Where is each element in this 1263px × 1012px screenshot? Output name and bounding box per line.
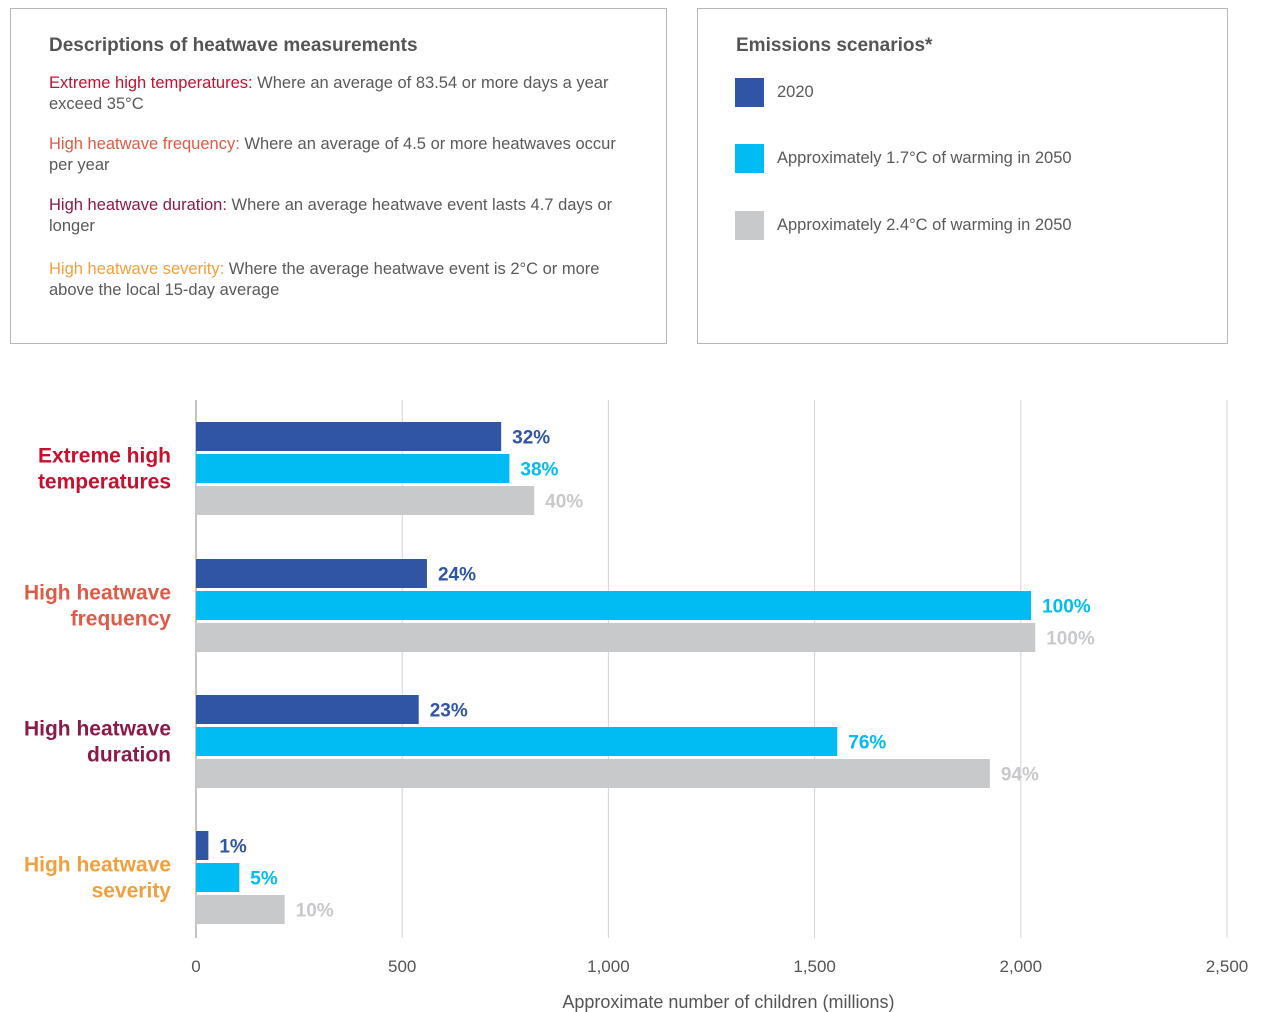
bar [196, 863, 240, 892]
bar [196, 486, 535, 515]
bar-chart: 0 500 1,000 1,500 2,000 2,500 Approximate numb… [24, 400, 1249, 1012]
x-tick-label: 1,000 [587, 957, 630, 976]
bar [196, 559, 427, 588]
description-high-heatwave-severity: High heatwave severity: Where the averag… [49, 259, 639, 301]
category-label: High heatwave [24, 854, 171, 877]
description-term: High heatwave frequency: [49, 135, 240, 153]
x-axis-title: Approximate number of children (millions… [562, 992, 894, 1012]
description-extreme-high-temperatures: Extreme high temperatures: Where an aver… [49, 73, 639, 115]
bar [196, 895, 285, 924]
bar-data-label: 100% [1046, 629, 1095, 650]
category-label: Extreme high [38, 445, 171, 468]
bar [196, 727, 838, 756]
x-tick-label: 2,500 [1206, 957, 1249, 976]
description-text: Where an average heatwave event lasts 4.… [49, 196, 613, 235]
bar-data-label: 24% [438, 565, 476, 586]
bar [196, 422, 502, 451]
category-label: duration [87, 744, 171, 767]
bar-data-label: 1% [219, 837, 247, 858]
description-term: High heatwave duration: [49, 196, 227, 214]
category-label: High heatwave [24, 582, 171, 605]
bar-data-label: 38% [520, 460, 558, 481]
description-text: Where an average of 83.54 or more days a… [49, 74, 609, 113]
bar-data-label: 5% [250, 869, 278, 890]
bar [196, 591, 1032, 620]
legend-swatch [735, 211, 764, 240]
description-text: Where the average heatwave event is 2°C … [49, 260, 600, 299]
bar [196, 695, 419, 724]
description-term: Extreme high temperatures: [49, 74, 253, 92]
descriptions-title: Descriptions of heatwave measurements [49, 35, 418, 56]
legend-label: Approximately 2.4°C of warming in 2050 [777, 216, 1072, 234]
description-text: Where an average of 4.5 or more heatwave… [49, 135, 616, 174]
bar-data-label: 10% [296, 901, 334, 922]
description-high-heatwave-duration: High heatwave duration: Where an average… [49, 195, 639, 237]
category-label: frequency [71, 608, 172, 631]
legend-title: Emissions scenarios* [736, 35, 933, 56]
bar [196, 831, 209, 860]
x-tick-label: 0 [191, 957, 200, 976]
bar-data-label: 76% [848, 733, 886, 754]
description-term: High heatwave severity: [49, 260, 225, 278]
bar-data-label: 40% [545, 492, 583, 513]
legend-swatch [735, 144, 764, 173]
bar-data-label: 94% [1001, 765, 1039, 786]
category-label: High heatwave [24, 718, 171, 741]
category-label: severity [92, 880, 172, 903]
x-tick-label: 1,500 [793, 957, 836, 976]
x-tick-label: 500 [388, 957, 416, 976]
legend-panel: Emissions scenarios* 2020 Approximately … [697, 8, 1228, 344]
legend-swatch [735, 78, 764, 107]
bar [196, 623, 1036, 652]
legend-label: Approximately 1.7°C of warming in 2050 [777, 149, 1072, 167]
category-label: temperatures [38, 471, 171, 494]
bar [196, 759, 990, 788]
bar [196, 454, 510, 483]
descriptions-panel: Descriptions of heatwave measurements Ex… [10, 8, 667, 344]
legend-label: 2020 [777, 83, 814, 101]
bar-data-label: 100% [1042, 597, 1091, 618]
description-high-heatwave-frequency: High heatwave frequency: Where an averag… [49, 134, 639, 176]
x-tick-label: 2,000 [1000, 957, 1043, 976]
bar-data-label: 23% [430, 701, 468, 722]
bar-data-label: 32% [512, 428, 550, 449]
